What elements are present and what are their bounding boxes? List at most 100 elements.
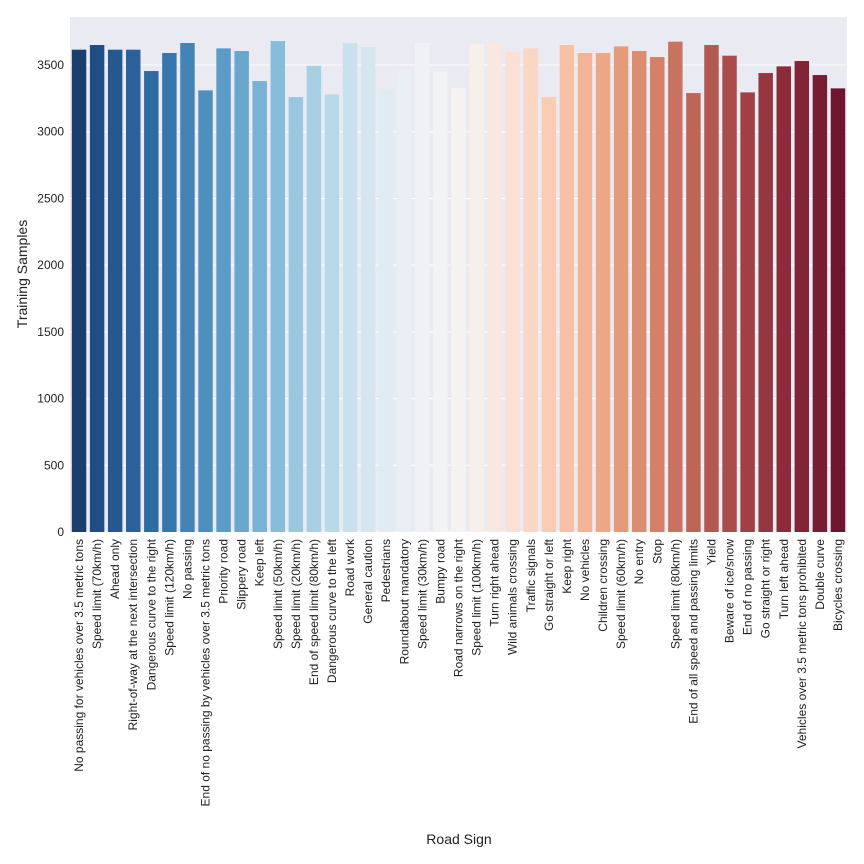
x-tick-label: Children crossing bbox=[596, 539, 610, 632]
x-tick-label: Yield bbox=[704, 539, 718, 565]
bar bbox=[812, 75, 828, 532]
bar bbox=[324, 94, 340, 532]
x-tick-label: Speed limit (20km/h) bbox=[289, 539, 303, 649]
x-tick-label: Speed limit (100km/h) bbox=[470, 539, 484, 656]
bar bbox=[252, 81, 267, 533]
x-tick-label: Go straight or left bbox=[542, 538, 556, 631]
y-tick-label: 2500 bbox=[37, 191, 64, 205]
y-tick-label: 1000 bbox=[37, 392, 64, 406]
bar bbox=[433, 71, 448, 532]
bar bbox=[415, 43, 430, 532]
x-tick-label: Ahead only bbox=[108, 539, 122, 599]
bar bbox=[523, 48, 539, 532]
y-tick-label: 2000 bbox=[37, 258, 64, 272]
x-tick-label: Keep right bbox=[560, 538, 574, 593]
x-tick-label: Keep left bbox=[253, 538, 267, 586]
y-tick-label: 3500 bbox=[37, 58, 64, 72]
x-tick-label: Bicycles crossing bbox=[831, 539, 845, 631]
x-tick-label: Speed limit (60km/h) bbox=[614, 539, 628, 649]
bar bbox=[487, 43, 502, 532]
x-tick-label: End of all speed and passing limits bbox=[686, 539, 700, 724]
bar bbox=[668, 41, 683, 532]
bar bbox=[595, 53, 611, 532]
bar bbox=[288, 97, 304, 532]
bar bbox=[378, 89, 394, 532]
y-tick-label: 3000 bbox=[37, 125, 64, 139]
x-tick-label: Dangerous curve to the left bbox=[325, 538, 339, 683]
bar bbox=[650, 57, 665, 532]
bar bbox=[71, 49, 87, 532]
bar bbox=[577, 53, 593, 532]
bar bbox=[559, 45, 575, 533]
x-tick-labels: No passing for vehicles over 3.5 metric … bbox=[72, 538, 845, 806]
bar bbox=[722, 55, 737, 532]
x-tick-label: Turn left ahead bbox=[777, 539, 791, 619]
x-tick-label: Road work bbox=[343, 538, 357, 596]
x-tick-label: Right-of-way at the next intersection bbox=[126, 539, 140, 730]
bar bbox=[397, 70, 412, 533]
bar bbox=[505, 51, 520, 532]
x-tick-label: End of no passing by vehicles over 3.5 m… bbox=[199, 539, 213, 806]
x-tick-label: Stop bbox=[650, 539, 664, 564]
bar bbox=[342, 43, 358, 532]
x-tick-label: Speed limit (80km/h) bbox=[668, 539, 682, 649]
bar bbox=[107, 49, 123, 532]
bar bbox=[686, 93, 701, 532]
y-tick-label: 500 bbox=[44, 458, 64, 472]
x-tick-label: Traffic signals bbox=[524, 539, 538, 612]
bar bbox=[144, 71, 159, 532]
x-tick-label: End of no passing bbox=[741, 539, 755, 635]
bar bbox=[198, 90, 213, 532]
bar bbox=[89, 45, 105, 533]
bar bbox=[162, 53, 177, 532]
x-tick-label: Go straight or right bbox=[759, 538, 773, 638]
bar bbox=[126, 49, 141, 532]
bar bbox=[776, 66, 791, 532]
x-tick-label: No vehicles bbox=[578, 539, 592, 601]
bar bbox=[631, 51, 647, 532]
bar bbox=[360, 47, 376, 532]
x-tick-label: End of speed limit (80km/h) bbox=[307, 539, 321, 685]
bar bbox=[234, 51, 249, 532]
x-tick-label: General caution bbox=[361, 539, 375, 624]
x-tick-label: Pedestrians bbox=[379, 539, 393, 602]
bar bbox=[306, 65, 322, 533]
bar bbox=[216, 48, 231, 532]
bar bbox=[704, 45, 719, 533]
x-tick-label: Road narrows on the right bbox=[452, 538, 466, 677]
y-tick-labels: 0 500 1000 1500 2000 2500 3000 3500 bbox=[37, 58, 64, 539]
bar bbox=[270, 41, 286, 533]
y-tick-label: 0 bbox=[57, 525, 64, 539]
y-tick-label: 1500 bbox=[37, 325, 64, 339]
x-tick-label: Speed limit (50km/h) bbox=[271, 539, 285, 649]
bar bbox=[613, 46, 629, 533]
bar bbox=[740, 92, 755, 532]
bars bbox=[71, 41, 846, 533]
bar bbox=[758, 73, 773, 533]
x-tick-label: Speed limit (30km/h) bbox=[415, 539, 429, 649]
bar bbox=[541, 97, 557, 532]
x-tick-label: Double curve bbox=[813, 539, 827, 610]
x-tick-label: Priority road bbox=[217, 539, 231, 604]
bar bbox=[451, 88, 466, 533]
x-tick-label: Vehicles over 3.5 metric tons prohibited bbox=[795, 539, 809, 748]
x-tick-label: Bumpy road bbox=[433, 539, 447, 604]
x-tick-label: Slippery road bbox=[235, 539, 249, 610]
bar bbox=[180, 43, 195, 532]
x-tick-label: Dangerous curve to the right bbox=[144, 538, 158, 690]
x-tick-label: Speed limit (70km/h) bbox=[90, 539, 104, 649]
x-tick-label: Beware of ice/snow bbox=[723, 539, 737, 643]
y-axis-label: Training Samples bbox=[14, 220, 30, 328]
x-tick-label: Turn right ahead bbox=[488, 539, 502, 627]
bar bbox=[469, 43, 484, 533]
x-tick-label: No passing bbox=[180, 539, 194, 599]
x-tick-label: No passing for vehicles over 3.5 metric … bbox=[72, 539, 86, 772]
x-tick-label: Wild animals crossing bbox=[506, 539, 520, 655]
x-tick-label: No entry bbox=[632, 539, 646, 584]
x-tick-label: Speed limit (120km/h) bbox=[162, 539, 176, 656]
x-axis-label: Road Sign bbox=[426, 831, 491, 847]
bar bbox=[794, 61, 810, 532]
x-tick-label: Roundabout mandatory bbox=[397, 539, 411, 664]
bar bbox=[830, 88, 846, 533]
